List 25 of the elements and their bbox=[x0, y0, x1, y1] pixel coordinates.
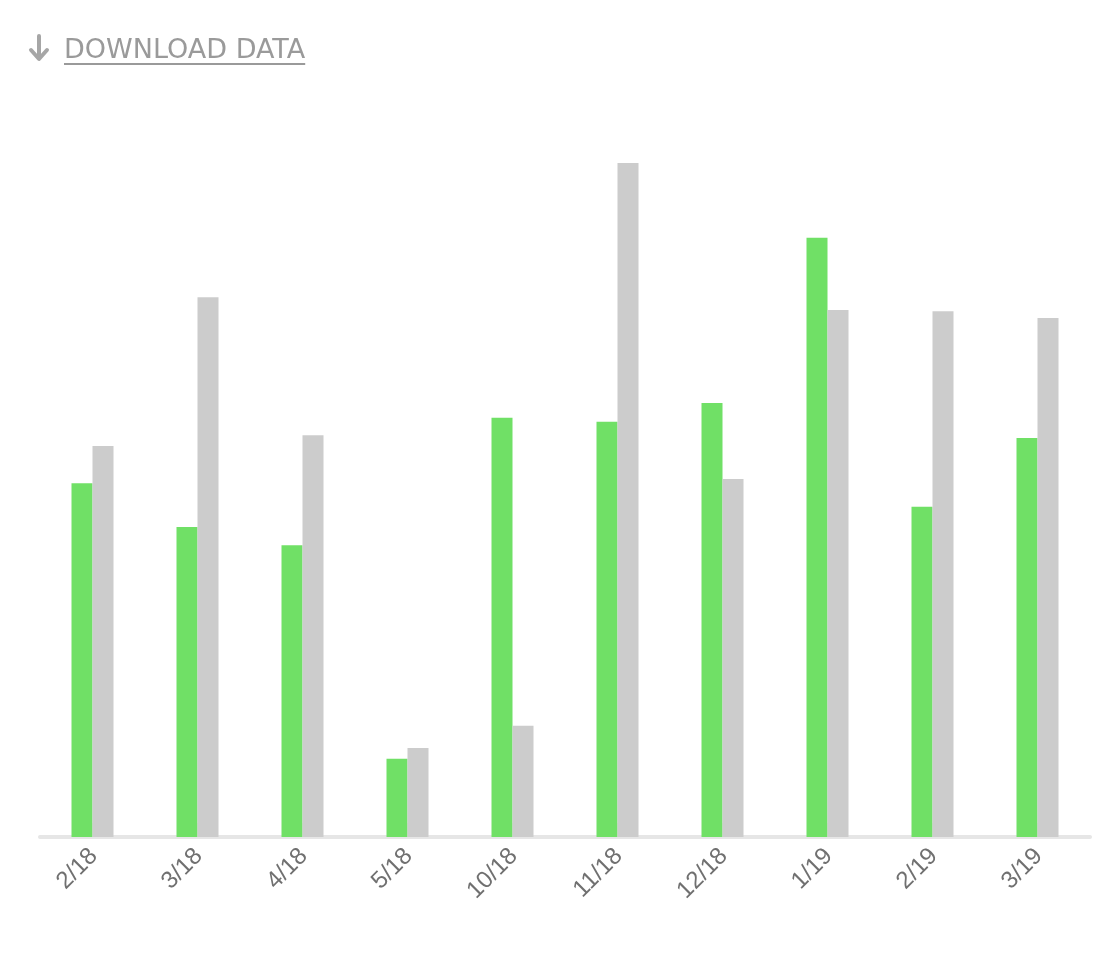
bar bbox=[92, 446, 114, 837]
bar bbox=[281, 545, 303, 837]
bar bbox=[806, 237, 828, 837]
bar bbox=[617, 163, 639, 837]
bar bbox=[827, 309, 849, 837]
bar bbox=[407, 748, 429, 837]
bar bbox=[596, 421, 618, 837]
bar bbox=[701, 402, 723, 837]
bar bbox=[911, 506, 933, 837]
bar bbox=[722, 479, 744, 837]
bar bbox=[1016, 437, 1038, 837]
x-tick-label: 3/18 bbox=[154, 841, 208, 894]
bar bbox=[932, 311, 954, 837]
bar bbox=[71, 483, 93, 837]
bar bbox=[176, 526, 198, 837]
x-tick-label: 5/18 bbox=[364, 841, 418, 894]
bar bbox=[512, 725, 534, 837]
bar bbox=[386, 758, 408, 837]
bar bbox=[1037, 318, 1059, 837]
bar bbox=[197, 297, 219, 837]
bar bbox=[491, 417, 513, 837]
x-tick-label: 4/18 bbox=[259, 841, 313, 894]
bar bbox=[302, 435, 324, 837]
x-tick-label: 3/19 bbox=[994, 841, 1048, 894]
text: DOWNLOAD DATA bbox=[64, 32, 306, 64]
